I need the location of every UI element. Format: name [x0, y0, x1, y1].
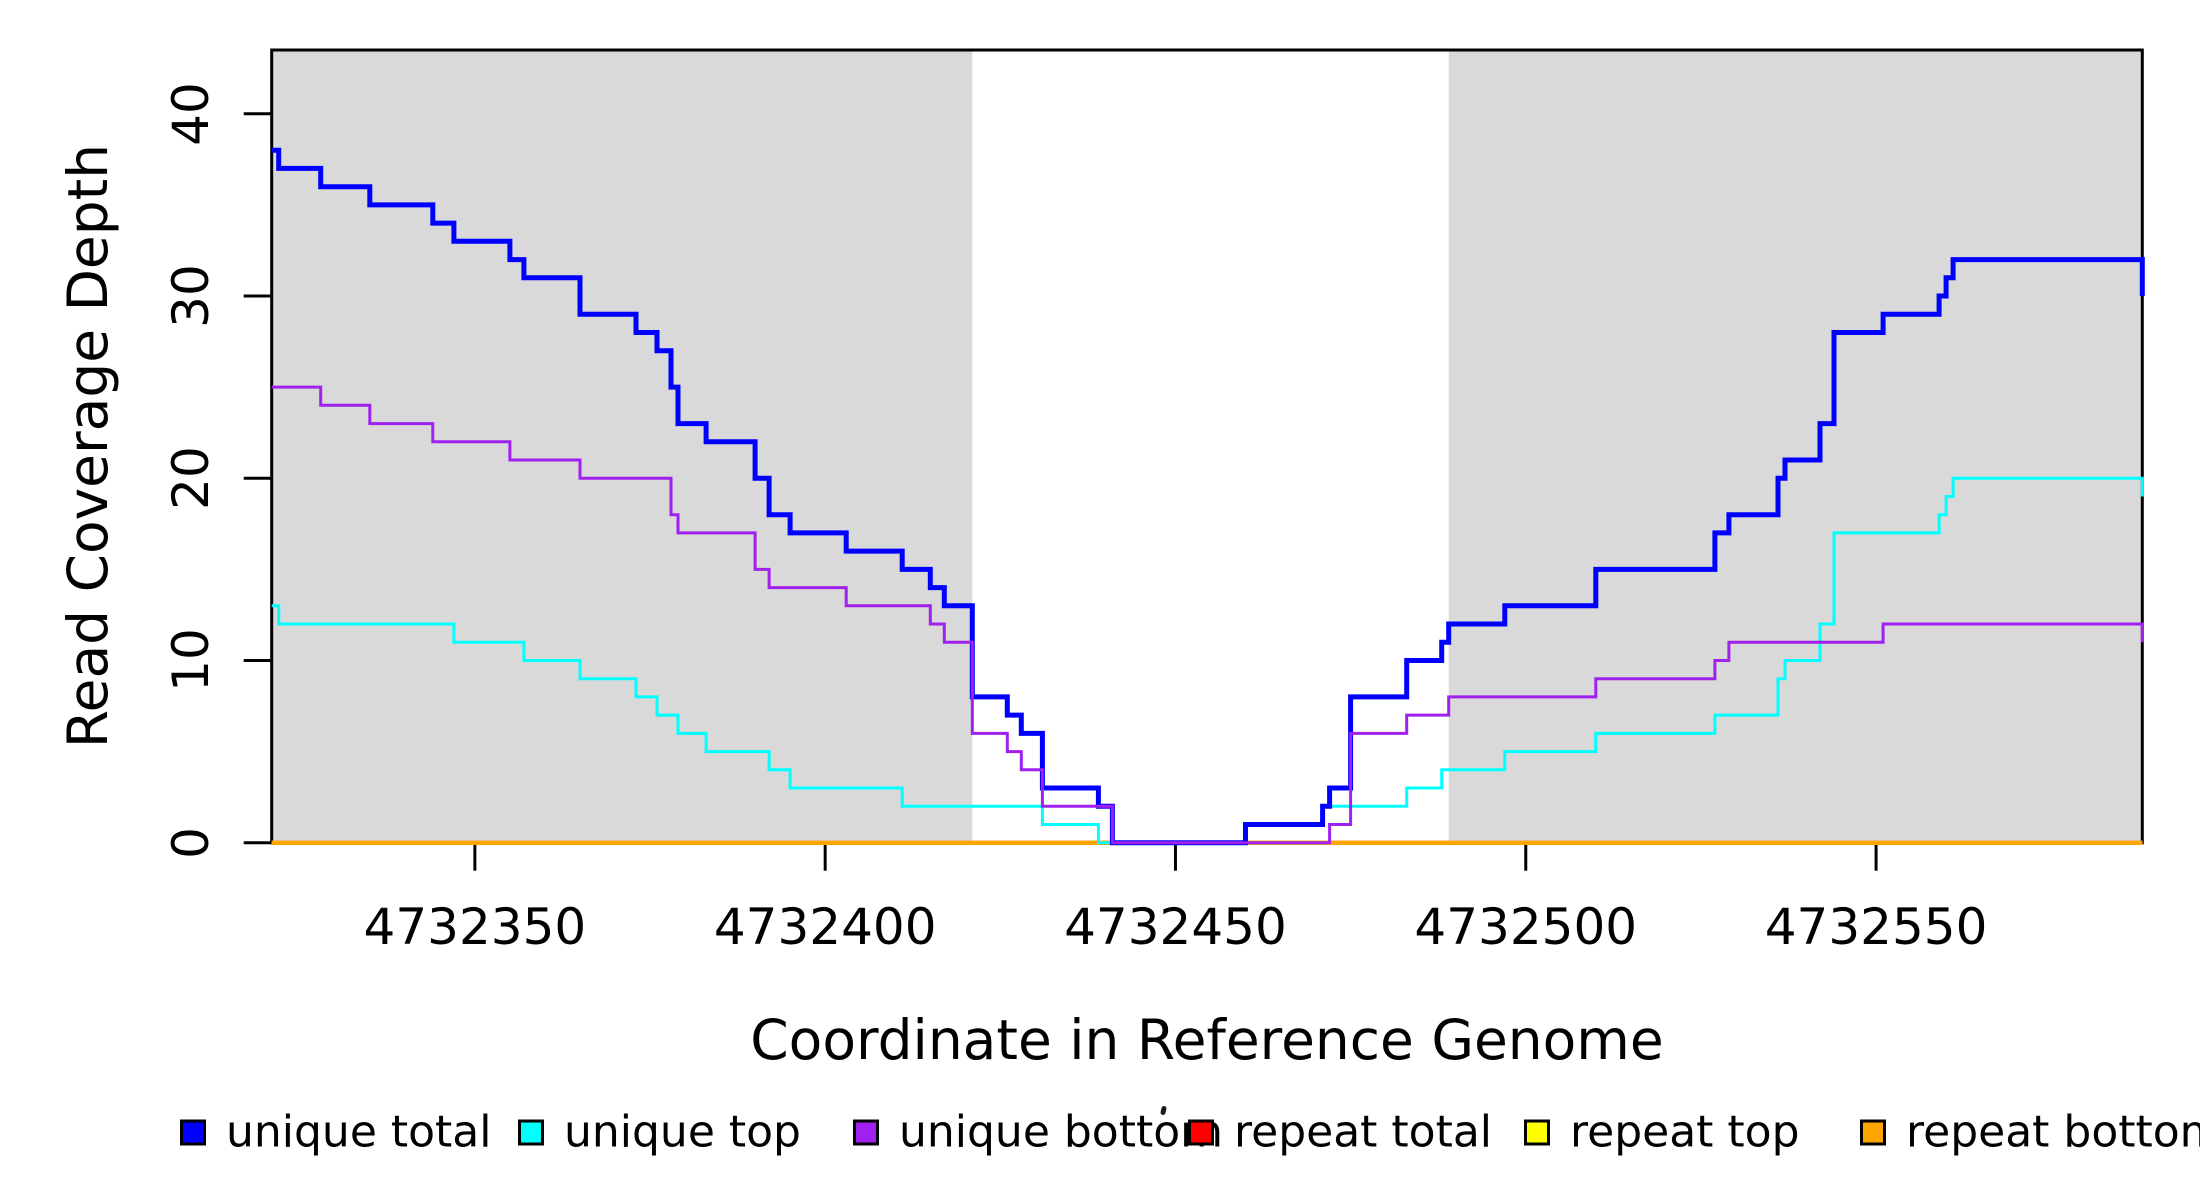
- legend-swatch-icon: [518, 1119, 544, 1145]
- legend-label: repeat total: [1234, 1106, 1493, 1158]
- shaded-region: [271, 50, 973, 843]
- legend-label: unique top: [564, 1106, 801, 1158]
- legend-swatch-icon: [1860, 1119, 1886, 1145]
- series-line-unique-bottom: [271, 385, 2144, 845]
- legend-label: repeat top: [1570, 1106, 1800, 1158]
- x-tick-label: 4732450: [1064, 898, 1287, 956]
- legend-label: unique bottom: [899, 1106, 1224, 1158]
- x-axis-title: Coordinate in Reference Genome: [750, 1008, 1664, 1072]
- x-tick-label: 4732400: [713, 898, 937, 956]
- shaded-region: [1448, 50, 2143, 843]
- legend-item-repeat-bottom: repeat bottom: [1860, 1107, 2200, 1158]
- series-line-unique-total: [271, 147, 2145, 846]
- legend-item-unique-total: unique total: [180, 1107, 491, 1158]
- x-tick-label: 4732350: [363, 898, 587, 956]
- legend-item-unique-bottom: unique bottom: [853, 1107, 1223, 1158]
- legend-item-unique-top: unique top: [518, 1107, 801, 1158]
- x-tick-label: 4732550: [1764, 898, 1988, 956]
- legend-item-repeat-total: repeat total: [1188, 1107, 1492, 1158]
- legend-label: repeat bottom: [1906, 1106, 2200, 1158]
- legend-label: unique total: [226, 1106, 492, 1158]
- legend-swatch-icon: [1524, 1119, 1550, 1145]
- legend-swatch-icon: [853, 1119, 879, 1145]
- legend-item-repeat-top: repeat top: [1524, 1107, 1800, 1158]
- legend-swatch-icon: [1188, 1119, 1214, 1145]
- x-tick-label: 4732500: [1414, 898, 1638, 956]
- legend-swatch-icon: [180, 1119, 206, 1145]
